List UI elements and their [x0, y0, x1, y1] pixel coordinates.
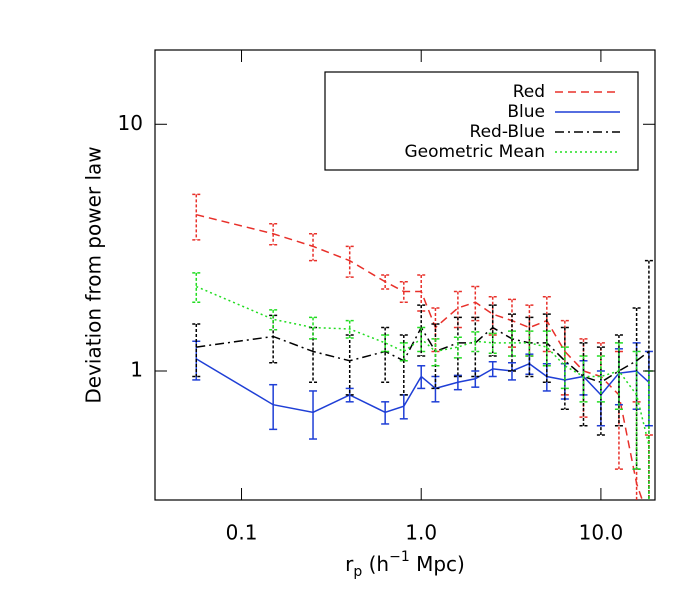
error-bar — [399, 342, 408, 362]
error-bar — [269, 314, 278, 364]
error-bar — [417, 274, 426, 312]
y-tick-label: 1 — [130, 357, 143, 381]
error-bar — [507, 298, 516, 348]
legend-label: Red — [513, 82, 545, 102]
plot-area — [192, 193, 653, 500]
x-axis-label-part: −1 — [389, 549, 410, 565]
x-tick-label: 10.0 — [579, 521, 624, 545]
error-bar — [309, 232, 318, 262]
error-bar — [399, 280, 408, 303]
error-bar — [471, 285, 480, 322]
error-bar — [345, 319, 354, 339]
error-bar — [269, 309, 278, 331]
error-bar — [192, 193, 201, 241]
error-bar — [345, 334, 354, 396]
error-bar — [381, 326, 390, 384]
error-bar — [269, 223, 278, 246]
error-bar — [507, 330, 516, 357]
series-line — [195, 358, 650, 414]
error-bar — [309, 390, 318, 440]
error-bar — [560, 346, 569, 390]
error-bar — [596, 355, 605, 403]
error-bar — [417, 326, 426, 353]
error-bar — [453, 336, 462, 359]
error-bar — [525, 316, 534, 378]
error-bar — [614, 350, 623, 470]
error-bar — [381, 274, 390, 290]
x-tick-label: 1.0 — [405, 521, 437, 545]
error-bar — [381, 401, 390, 425]
x-axis-label-part: (h — [362, 552, 389, 576]
error-bar — [399, 334, 408, 396]
error-bar — [507, 313, 516, 372]
series-line — [196, 213, 644, 500]
error-bar — [632, 401, 641, 500]
legend-box — [324, 71, 639, 171]
error-bar — [542, 330, 551, 367]
x-tick-label: 0.1 — [226, 521, 258, 545]
error-bar — [453, 374, 462, 391]
error-bar — [453, 290, 462, 329]
error-bar — [431, 338, 440, 367]
plot-frame — [154, 49, 656, 501]
error-bar — [309, 326, 318, 384]
error-bar — [453, 316, 462, 378]
error-bar — [471, 331, 480, 353]
x-axis-label-part: p — [353, 564, 362, 580]
error-bar — [471, 316, 480, 378]
error-bar — [579, 355, 588, 403]
error-bar — [309, 316, 318, 340]
error-bar — [192, 323, 201, 378]
error-bar — [579, 342, 588, 427]
error-bar — [192, 272, 201, 303]
series-line — [195, 285, 650, 446]
y-tick-label: 10 — [118, 111, 143, 135]
x-axis-label: rp (h−1 Mpc) — [345, 549, 465, 580]
legend-label: Blue — [507, 102, 545, 122]
legend-label: Geometric Mean — [405, 142, 546, 162]
error-bar — [417, 365, 426, 390]
x-axis-label-part: r — [345, 552, 354, 576]
error-bar — [614, 342, 623, 410]
error-bar — [488, 361, 497, 378]
error-bar — [269, 383, 278, 431]
error-bar — [488, 295, 497, 336]
series-line — [196, 326, 650, 384]
y-axis-label: Deviation from power law — [82, 146, 106, 403]
legend-label: Red-Blue — [470, 122, 545, 142]
error-bar — [345, 245, 354, 278]
error-bar — [488, 304, 497, 357]
error-bar — [596, 346, 605, 436]
error-bar — [632, 350, 641, 470]
x-axis-label-part: Mpc) — [410, 552, 465, 576]
error-bar — [542, 313, 551, 384]
error-bar — [525, 330, 534, 357]
error-bar — [381, 334, 390, 353]
error-bar — [488, 332, 497, 355]
